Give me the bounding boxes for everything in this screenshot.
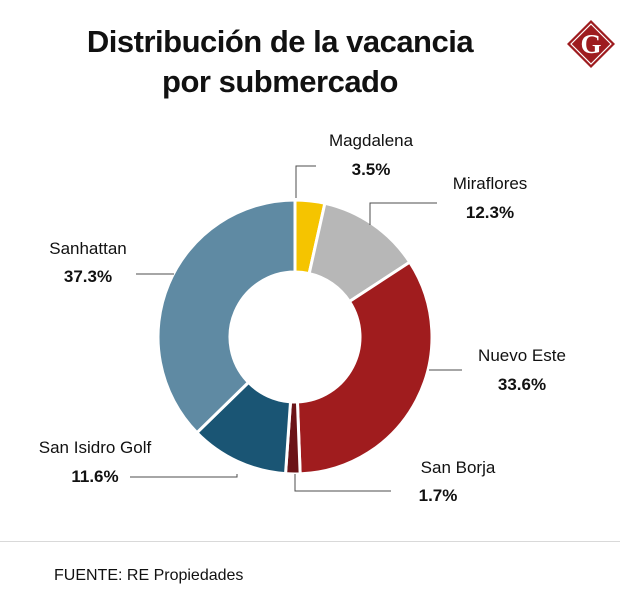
slice-label-san-isidro-golf: San Isidro Golf (39, 438, 152, 457)
chart-title-line-2: por submercado (162, 64, 398, 99)
logo-diamond (567, 20, 615, 68)
leader-line-miraflores (369, 202, 437, 225)
slice-label-nuevo-este: Nuevo Este (478, 346, 566, 365)
slice-value-nuevo-este: 33.6% (498, 375, 546, 394)
slice-value-sanhattan: 37.3% (64, 267, 112, 286)
logo-letter: G (580, 29, 601, 59)
donut-slice-nuevo-este (295, 260, 434, 476)
donut-chart: Magdalena 3.5% Miraflores 12.3% Nuevo Es… (39, 131, 566, 505)
leader-line-san-isidro-golf (130, 474, 238, 478)
slice-label-sanhattan: Sanhattan (49, 239, 127, 258)
slice-value-magdalena: 3.5% (352, 160, 391, 179)
slice-value-san-isidro-golf: 11.6% (71, 467, 118, 486)
slices-layer (156, 198, 434, 476)
chart-title: Distribución de la vacancia por submerca… (60, 22, 500, 102)
g-logo-icon: G (567, 20, 615, 68)
slice-value-san-borja: 1.7% (419, 486, 458, 505)
slice-label-miraflores: Miraflores (453, 174, 528, 193)
leader-line-san-borja (294, 474, 391, 492)
leader-lines (130, 165, 462, 492)
source-note: FUENTE: RE Propiedades (54, 567, 244, 584)
donut-slice-sanhattan (156, 198, 297, 435)
slice-label-san-borja: San Borja (421, 458, 496, 477)
slice-label-magdalena: Magdalena (329, 131, 414, 150)
slice-value-miraflores: 12.3% (466, 203, 514, 222)
footer-divider (0, 541, 620, 542)
leader-line-magdalena (295, 165, 316, 198)
logo-inner-border (570, 23, 612, 65)
chart-title-line-1: Distribución de la vacancia (86, 24, 474, 59)
